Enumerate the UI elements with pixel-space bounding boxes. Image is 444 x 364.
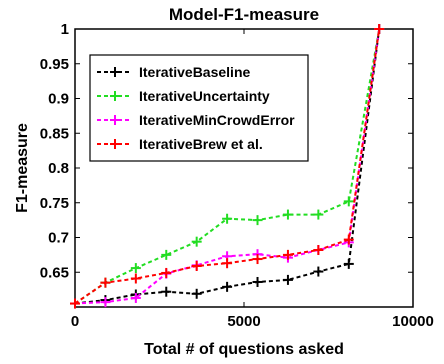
data-point — [282, 249, 293, 260]
data-point — [282, 209, 293, 220]
y-tick-label: 1 — [61, 21, 69, 38]
legend: IterativeBaseline IterativeUncertainty Ite… — [89, 54, 309, 162]
series-group — [70, 24, 385, 309]
data-point — [252, 276, 263, 287]
x-tick-label: 5000 — [227, 313, 260, 330]
x-tick-label: 10000 — [392, 313, 434, 330]
series-line — [74, 28, 381, 305]
x-axis-label: Total # of questions asked — [144, 341, 344, 358]
x-tick-label: 0 — [71, 313, 79, 330]
data-point — [161, 267, 172, 278]
data-point — [130, 292, 141, 303]
y-tick-label: 0.65 — [40, 264, 69, 281]
y-tick-label: 0.9 — [48, 91, 69, 108]
y-tick-label: 0.8 — [48, 160, 69, 177]
legend-label: IterativeUncertainty — [139, 88, 270, 104]
data-point — [313, 266, 324, 277]
plot-area: 0.65 0.7 0.75 0.8 0.85 0.9 0.95 1 0 5000 10000 — [40, 21, 434, 330]
series-line — [74, 28, 381, 305]
chart-title: Model-F1-measure — [169, 5, 319, 24]
y-tick-label: 0.75 — [40, 195, 69, 212]
data-point — [222, 258, 233, 269]
legend-label: IterativeBaseline — [139, 64, 250, 80]
data-point — [343, 234, 354, 245]
data-point — [100, 277, 111, 288]
legend-item: IterativeMinCrowdError — [97, 112, 295, 128]
y-tick-label: 0.7 — [48, 230, 69, 247]
data-point — [191, 236, 202, 247]
data-point — [161, 286, 172, 297]
data-point — [222, 281, 233, 292]
legend-item: IterativeBaseline — [97, 64, 250, 80]
data-point — [374, 24, 385, 34]
data-point — [70, 298, 80, 309]
data-point — [100, 297, 111, 308]
data-point — [130, 273, 141, 284]
data-point — [313, 209, 324, 220]
legend-item: IterativeUncertainty — [97, 88, 270, 104]
data-point — [252, 215, 263, 226]
series-iterativebrew-et-al- — [70, 24, 385, 309]
legend-item: IterativeBrew et al. — [97, 136, 263, 152]
legend-label: IterativeBrew et al. — [139, 136, 263, 152]
data-point — [282, 274, 293, 285]
data-point — [252, 254, 263, 265]
data-point — [343, 258, 354, 269]
y-tick-label: 0.85 — [40, 125, 69, 142]
y-axis-label: F1-measure — [14, 123, 31, 213]
data-point — [161, 249, 172, 260]
data-point — [222, 213, 233, 224]
data-point — [191, 260, 202, 271]
y-tick-label: 0.95 — [40, 56, 69, 73]
legend-label: IterativeMinCrowdError — [139, 112, 295, 128]
axis-ticks: 0.65 0.7 0.75 0.8 0.85 0.9 0.95 1 0 5000 10000 — [40, 21, 434, 330]
data-point — [343, 196, 354, 207]
data-point — [313, 245, 324, 256]
data-point — [130, 263, 141, 274]
data-point — [191, 288, 202, 299]
